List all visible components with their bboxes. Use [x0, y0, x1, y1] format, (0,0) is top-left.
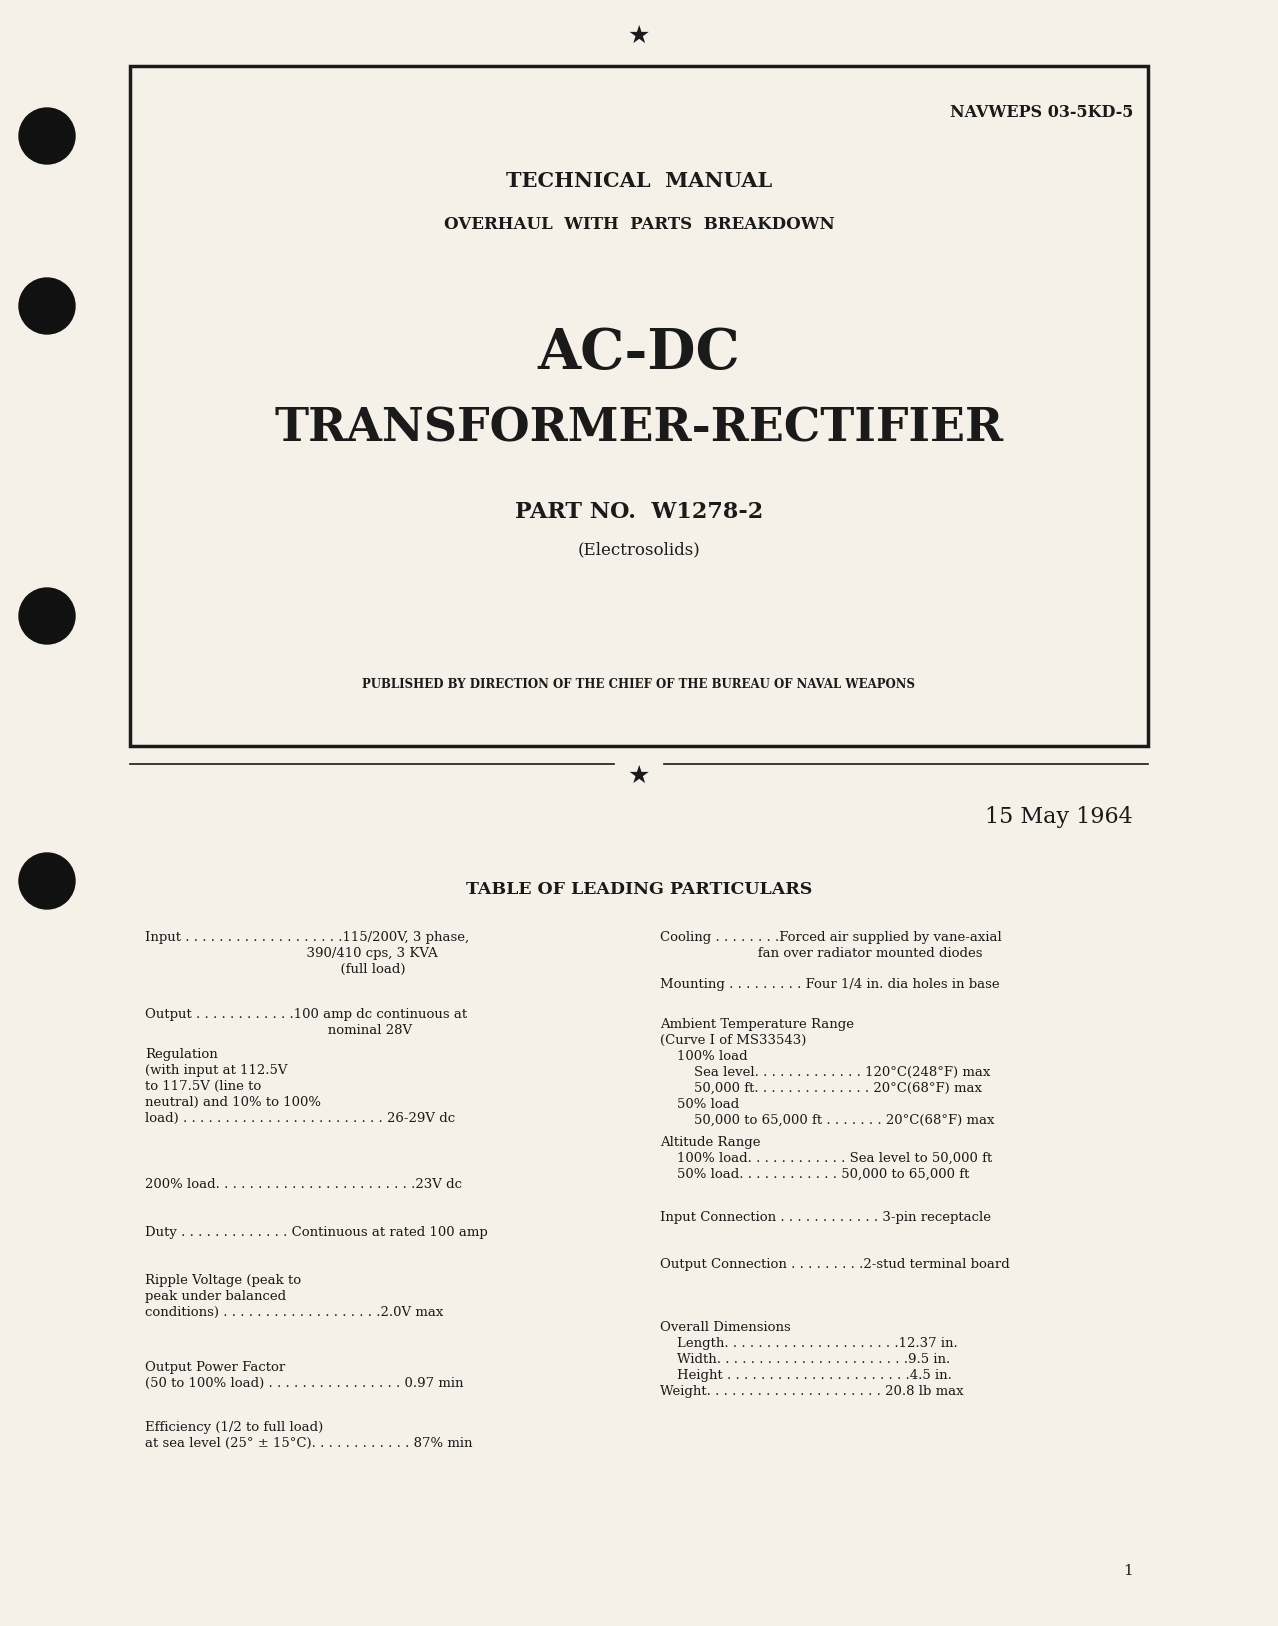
Text: 50,000 ft. . . . . . . . . . . . . . 20°C(68°F) max: 50,000 ft. . . . . . . . . . . . . . 20°… [659, 1081, 982, 1094]
Text: Input Connection . . . . . . . . . . . . 3-pin receptacle: Input Connection . . . . . . . . . . . .… [659, 1211, 990, 1224]
Text: Overall Dimensions: Overall Dimensions [659, 1320, 791, 1333]
Text: Mounting . . . . . . . . . Four 1/4 in. dia holes in base: Mounting . . . . . . . . . Four 1/4 in. … [659, 977, 999, 990]
Text: (Curve I of MS33543): (Curve I of MS33543) [659, 1034, 806, 1047]
Text: Output . . . . . . . . . . . .100 amp dc continuous at: Output . . . . . . . . . . . .100 amp dc… [144, 1008, 468, 1021]
Text: (full load): (full load) [144, 963, 405, 976]
Text: (50 to 100% load) . . . . . . . . . . . . . . . . 0.97 min: (50 to 100% load) . . . . . . . . . . . … [144, 1377, 464, 1390]
Text: 100% load: 100% load [659, 1050, 748, 1063]
Text: peak under balanced: peak under balanced [144, 1289, 286, 1302]
Text: 50% load: 50% load [659, 1098, 739, 1111]
Text: neutral) and 10% to 100%: neutral) and 10% to 100% [144, 1096, 321, 1109]
Text: Cooling . . . . . . . .Forced air supplied by vane-axial: Cooling . . . . . . . .Forced air suppli… [659, 932, 1002, 945]
Text: Height . . . . . . . . . . . . . . . . . . . . . .4.5 in.: Height . . . . . . . . . . . . . . . . .… [659, 1369, 952, 1382]
Text: load) . . . . . . . . . . . . . . . . . . . . . . . . 26-29V dc: load) . . . . . . . . . . . . . . . . . … [144, 1112, 455, 1125]
Text: Input . . . . . . . . . . . . . . . . . . .115/200V, 3 phase,: Input . . . . . . . . . . . . . . . . . … [144, 932, 469, 945]
Text: to 117.5V (line to: to 117.5V (line to [144, 1080, 261, 1093]
Text: PART NO.  W1278-2: PART NO. W1278-2 [515, 501, 763, 524]
Text: Length. . . . . . . . . . . . . . . . . . . . .12.37 in.: Length. . . . . . . . . . . . . . . . . … [659, 1337, 957, 1350]
Text: 200% load. . . . . . . . . . . . . . . . . . . . . . . .23V dc: 200% load. . . . . . . . . . . . . . . .… [144, 1177, 463, 1190]
Text: 1: 1 [1123, 1564, 1134, 1577]
Text: TRANSFORMER-RECTIFIER: TRANSFORMER-RECTIFIER [275, 406, 1003, 452]
Text: fan over radiator mounted diodes: fan over radiator mounted diodes [659, 946, 983, 959]
Text: TABLE OF LEADING PARTICULARS: TABLE OF LEADING PARTICULARS [466, 881, 812, 898]
Text: conditions) . . . . . . . . . . . . . . . . . . .2.0V max: conditions) . . . . . . . . . . . . . . … [144, 1306, 443, 1319]
Text: at sea level (25° ± 15°C). . . . . . . . . . . . 87% min: at sea level (25° ± 15°C). . . . . . . .… [144, 1437, 473, 1450]
Bar [130, 67, 1148, 746]
Circle shape [19, 107, 75, 164]
Text: Ripple Voltage (peak to: Ripple Voltage (peak to [144, 1275, 302, 1288]
Circle shape [19, 278, 75, 333]
Text: ★: ★ [627, 24, 651, 49]
Text: 390/410 cps, 3 KVA: 390/410 cps, 3 KVA [144, 946, 438, 959]
Text: nominal 28V: nominal 28V [144, 1024, 412, 1037]
Text: PUBLISHED BY DIRECTION OF THE CHIEF OF THE BUREAU OF NAVAL WEAPONS: PUBLISHED BY DIRECTION OF THE CHIEF OF T… [363, 678, 915, 691]
Circle shape [19, 854, 75, 909]
Circle shape [19, 589, 75, 644]
Text: Sea level. . . . . . . . . . . . . 120°C(248°F) max: Sea level. . . . . . . . . . . . . 120°C… [659, 1067, 990, 1080]
Text: Efficiency (1/2 to full load): Efficiency (1/2 to full load) [144, 1421, 323, 1434]
Text: ★: ★ [627, 764, 651, 789]
Text: Output Connection . . . . . . . . .2-stud terminal board: Output Connection . . . . . . . . .2-stu… [659, 1259, 1010, 1272]
Text: OVERHAUL  WITH  PARTS  BREAKDOWN: OVERHAUL WITH PARTS BREAKDOWN [443, 216, 835, 233]
Text: TECHNICAL  MANUAL: TECHNICAL MANUAL [506, 171, 772, 190]
Text: Weight. . . . . . . . . . . . . . . . . . . . . 20.8 lb max: Weight. . . . . . . . . . . . . . . . . … [659, 1385, 964, 1398]
Text: Ambient Temperature Range: Ambient Temperature Range [659, 1018, 854, 1031]
Text: 50,000 to 65,000 ft . . . . . . . 20°C(68°F) max: 50,000 to 65,000 ft . . . . . . . 20°C(6… [659, 1114, 994, 1127]
Text: Altitude Range: Altitude Range [659, 1137, 760, 1150]
Text: Duty . . . . . . . . . . . . . Continuous at rated 100 amp: Duty . . . . . . . . . . . . . Continuou… [144, 1226, 488, 1239]
Text: 100% load. . . . . . . . . . . . Sea level to 50,000 ft: 100% load. . . . . . . . . . . . Sea lev… [659, 1151, 992, 1164]
Text: (Electrosolids): (Electrosolids) [578, 541, 700, 558]
Text: 15 May 1964: 15 May 1964 [985, 806, 1134, 828]
Text: NAVWEPS 03-5KD-5: NAVWEPS 03-5KD-5 [950, 104, 1134, 120]
Text: Regulation: Regulation [144, 1049, 217, 1062]
Text: Width. . . . . . . . . . . . . . . . . . . . . . .9.5 in.: Width. . . . . . . . . . . . . . . . . .… [659, 1353, 951, 1366]
Text: AC-DC: AC-DC [538, 325, 740, 380]
Text: 50% load. . . . . . . . . . . . 50,000 to 65,000 ft: 50% load. . . . . . . . . . . . 50,000 t… [659, 1167, 970, 1180]
Text: Output Power Factor: Output Power Factor [144, 1361, 285, 1374]
Text: (with input at 112.5V: (with input at 112.5V [144, 1063, 288, 1076]
